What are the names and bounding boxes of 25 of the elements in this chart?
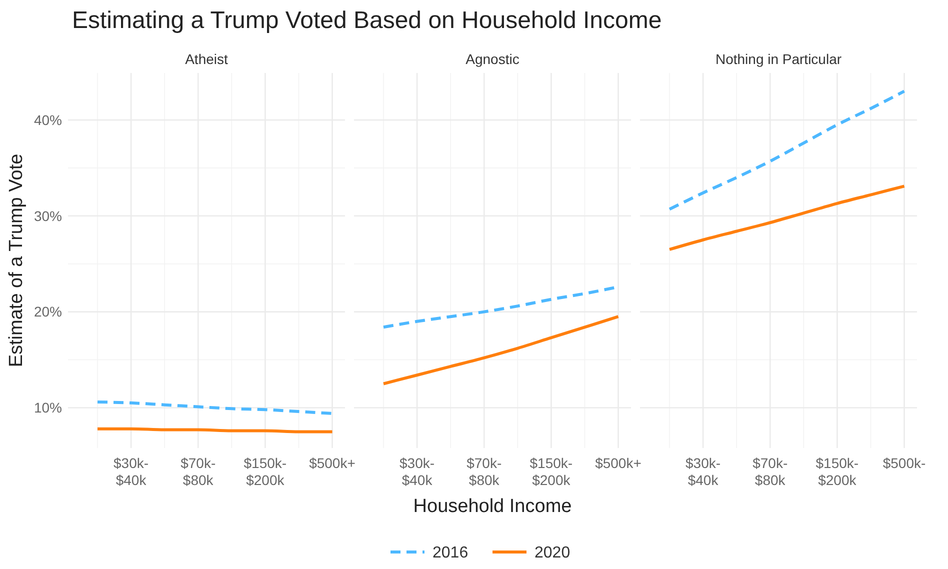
chart-subtitle: Nothing in Particular: [715, 51, 842, 67]
x-axis-title: Household Income: [413, 496, 572, 517]
y-tick-label: 40%: [34, 112, 62, 128]
y-axis-title: Estimate of a Trump Vote: [6, 154, 27, 368]
y-tick-label: 10%: [34, 400, 62, 416]
x-tick-label: $30k- $40k: [400, 455, 435, 488]
x-tick-label: $30k- $40k: [686, 455, 721, 488]
x-tick-label: $500k-: [882, 455, 926, 471]
chart-title: Estimating a Trump Voted Based on Household Income: [72, 7, 662, 34]
x-tick-label: $500k+: [595, 455, 642, 471]
y-tick-label: 20%: [34, 304, 62, 320]
legend-label: 2016: [432, 544, 468, 562]
x-tick-label: $150k- $200k: [530, 455, 573, 488]
x-tick-label: $150k- $200k: [244, 455, 287, 488]
x-tick-label: $70k- $80k: [180, 455, 216, 488]
line-series: [96, 400, 334, 415]
y-tick-label: 30%: [34, 208, 62, 224]
chart-subtitle: Atheist: [185, 51, 228, 67]
x-tick-label: $70k- $80k: [466, 455, 502, 488]
chart-subtitle: Agnostic: [466, 51, 520, 67]
x-tick-label: $70k- $80k: [752, 455, 788, 488]
x-tick-label: $500k+: [309, 455, 356, 471]
x-tick-label: $30k- $40k: [114, 455, 149, 488]
legend-label: 2020: [534, 544, 570, 562]
x-tick-label: $150k- $200k: [816, 455, 859, 488]
